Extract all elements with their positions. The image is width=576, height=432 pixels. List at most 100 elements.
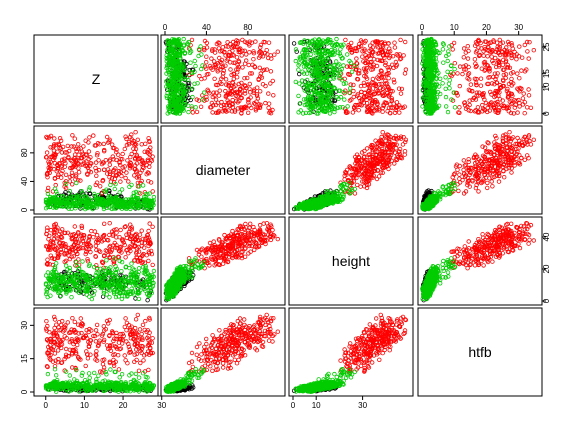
data-point — [241, 105, 247, 110]
data-point — [117, 162, 123, 168]
data-point — [345, 104, 350, 109]
data-point — [451, 40, 457, 46]
data-point — [229, 85, 234, 91]
data-point — [220, 64, 226, 69]
data-point — [123, 175, 128, 181]
data-point — [447, 77, 452, 83]
data-point — [455, 167, 460, 172]
data-point — [239, 107, 244, 113]
data-point — [254, 91, 260, 97]
data-point — [231, 76, 236, 82]
data-point — [188, 60, 193, 65]
data-point — [263, 100, 268, 106]
data-point — [260, 81, 266, 87]
data-point — [186, 83, 191, 88]
data-point — [354, 175, 359, 181]
data-point — [476, 189, 481, 194]
data-point — [242, 61, 248, 66]
data-point — [522, 157, 527, 162]
data-point — [133, 129, 138, 135]
panel-Z-Z — [33, 34, 159, 124]
data-point — [264, 67, 270, 72]
data-point — [462, 163, 467, 168]
data-point — [500, 40, 505, 45]
data-point — [497, 37, 502, 43]
data-point — [266, 40, 272, 45]
data-point — [489, 54, 494, 59]
data-point — [268, 81, 273, 86]
data-point — [517, 75, 522, 81]
data-point — [496, 179, 502, 184]
data-point — [217, 59, 223, 65]
data-point — [490, 184, 495, 189]
data-point — [262, 40, 268, 45]
data-point — [234, 55, 240, 60]
data-point — [457, 64, 463, 69]
data-point — [213, 102, 219, 108]
data-point — [257, 105, 263, 110]
data-point — [122, 146, 127, 152]
data-point — [461, 46, 467, 51]
data-point — [237, 46, 243, 51]
data-point — [164, 55, 169, 61]
data-point — [232, 60, 238, 65]
data-point — [59, 175, 64, 180]
data-point — [225, 40, 230, 45]
data-point — [352, 191, 358, 196]
data-point — [251, 88, 256, 94]
data-point — [244, 40, 249, 45]
data-point — [225, 44, 231, 49]
data-point — [247, 86, 252, 91]
data-point — [213, 97, 219, 102]
data-point — [308, 52, 313, 57]
data-point — [457, 105, 462, 110]
data-point — [461, 55, 466, 60]
data-point — [266, 91, 271, 96]
data-point — [526, 56, 531, 61]
data-point — [189, 104, 194, 109]
data-point — [503, 72, 509, 77]
data-point — [76, 166, 81, 171]
data-point — [528, 105, 534, 110]
data-point — [517, 44, 522, 49]
data-point — [460, 71, 465, 77]
data-point — [507, 129, 512, 135]
data-point — [213, 64, 218, 70]
data-point — [260, 54, 266, 59]
data-point — [235, 41, 240, 46]
data-point — [461, 167, 466, 173]
data-point — [260, 68, 265, 73]
data-point — [258, 42, 264, 48]
data-point — [461, 158, 466, 163]
data-point — [240, 65, 245, 70]
data-point — [67, 179, 73, 184]
data-point — [350, 110, 356, 115]
data-point — [271, 93, 276, 98]
data-point — [239, 53, 244, 58]
data-point — [228, 67, 233, 72]
data-point — [78, 178, 83, 183]
data-point — [234, 67, 239, 72]
data-point — [267, 110, 272, 115]
panel-diameter-Z — [33, 125, 159, 215]
data-point — [239, 80, 244, 86]
data-point — [466, 159, 471, 165]
data-point — [481, 53, 486, 58]
data-point — [216, 93, 222, 98]
data-point — [211, 90, 216, 95]
data-point — [519, 68, 524, 73]
data-point — [400, 142, 406, 147]
data-point — [376, 174, 382, 179]
data-point — [269, 56, 274, 61]
data-point — [440, 81, 445, 86]
data-point — [212, 76, 217, 81]
data-point — [256, 76, 261, 82]
data-point — [230, 102, 235, 107]
data-point — [194, 97, 199, 102]
data-point — [143, 141, 148, 146]
data-point — [118, 179, 123, 184]
data-point — [53, 182, 58, 188]
data-point — [218, 49, 223, 54]
data-point — [86, 187, 92, 192]
